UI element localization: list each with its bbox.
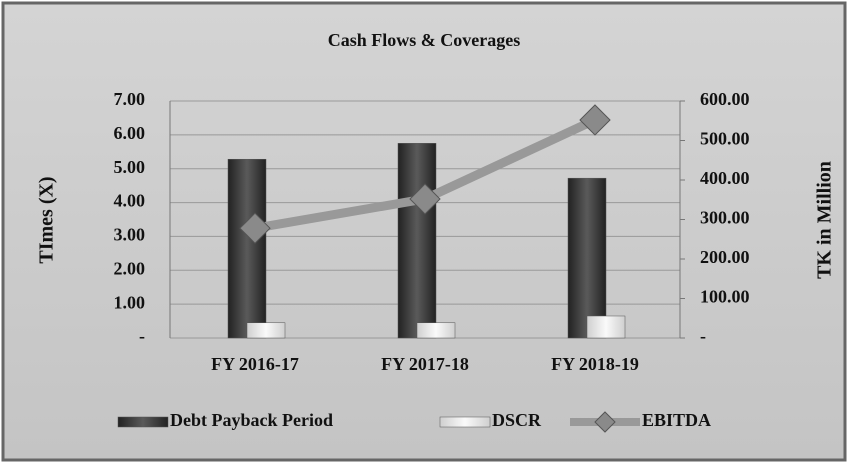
legend-label: DSCR [492, 410, 542, 430]
y-tick-label: 6.00 [114, 123, 146, 143]
bar [586, 315, 626, 339]
chart-title: Cash Flows & Coverages [328, 30, 520, 50]
marker [409, 183, 441, 215]
bar [567, 177, 607, 339]
marker [239, 212, 271, 244]
legend-marker [594, 411, 616, 433]
y-tick-label: 2.00 [114, 258, 146, 278]
legend-label: EBITDA [642, 410, 711, 430]
legend-swatch [117, 416, 169, 428]
y-tick-label: 1.00 [114, 292, 146, 312]
legend-swatch [439, 416, 491, 428]
y-tick-label: 3.00 [114, 225, 146, 245]
y2-tick-label: 500.00 [700, 129, 750, 149]
y2-tick-label: 100.00 [700, 287, 750, 307]
y2-axis-title: TK in Million [814, 161, 836, 279]
x-tick-label: FY 2017-18 [381, 354, 469, 374]
y-axis-title: TImes (X) [36, 176, 58, 263]
x-tick-label: FY 2018-19 [551, 354, 639, 374]
x-tick-label: FY 2016-17 [211, 354, 299, 374]
y2-tick-label: - [700, 326, 706, 346]
y-tick-label: - [139, 326, 145, 346]
y-tick-label: 4.00 [114, 191, 146, 211]
bar [416, 322, 456, 339]
bar [246, 322, 286, 339]
marker [579, 104, 611, 136]
y-tick-label: 5.00 [114, 157, 146, 177]
bar [397, 143, 437, 339]
y2-tick-label: 200.00 [700, 247, 750, 267]
legend-label: Debt Payback Period [170, 410, 333, 430]
y2-tick-label: 400.00 [700, 168, 750, 188]
bar [227, 158, 267, 339]
y2-tick-label: 300.00 [700, 208, 750, 228]
y-tick-label: 7.00 [114, 89, 146, 109]
y2-tick-label: 600.00 [700, 89, 750, 109]
